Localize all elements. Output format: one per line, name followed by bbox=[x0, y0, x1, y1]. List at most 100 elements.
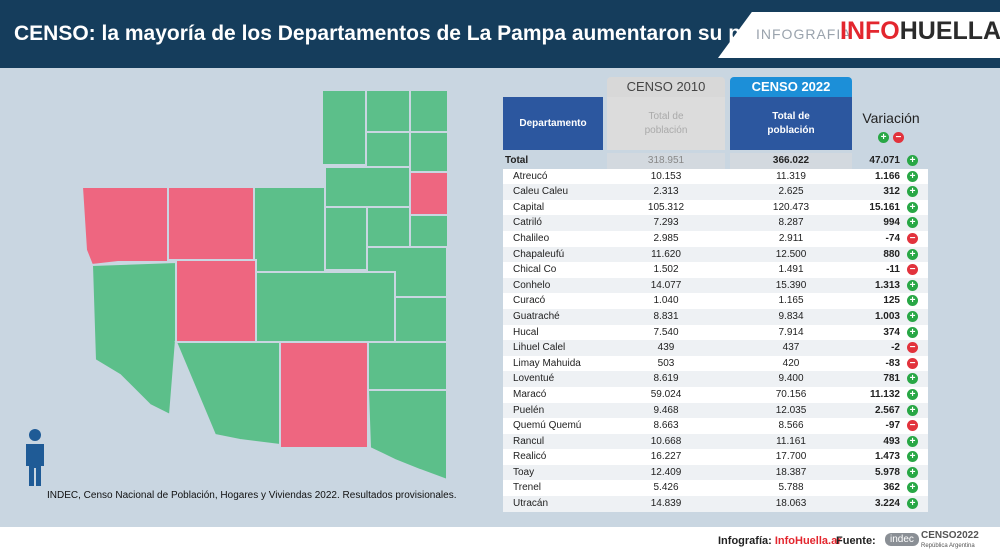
censo-2010-value: 105.312 bbox=[647, 201, 685, 213]
plus-icon: + bbox=[907, 170, 918, 182]
minus-icon: − bbox=[892, 131, 904, 143]
censo-2022-value: 7.914 bbox=[778, 326, 804, 338]
variation-value: 1.166 bbox=[874, 170, 900, 182]
censo-2010-value: 8.831 bbox=[653, 310, 679, 322]
dept-limay-mahuida bbox=[175, 259, 257, 343]
table-row: Hucal 7.540 7.914 374 + bbox=[503, 324, 928, 341]
censo-2022-value: 9.400 bbox=[778, 373, 804, 385]
censo-2022-value: 8.287 bbox=[778, 217, 804, 229]
variation-value: 11.132 bbox=[869, 388, 900, 400]
fuente-label: Fuente: bbox=[836, 535, 876, 547]
plus-icon: + bbox=[907, 466, 918, 478]
dept-north-3 bbox=[409, 89, 449, 133]
header-bar: CENSO: la mayoría de los Departamentos d… bbox=[0, 0, 1000, 68]
censo-2022-header: CENSO 2022 bbox=[730, 77, 852, 97]
variation-value: 994 bbox=[883, 217, 900, 229]
censo-2022-value: 8.566 bbox=[778, 420, 804, 432]
censo2022-logo: CENSO2022 República Argentina bbox=[921, 530, 979, 550]
variation-value: 5.978 bbox=[874, 466, 900, 478]
variation-value: 125 bbox=[883, 295, 900, 307]
table-row: Capital 105.312 120.473 15.161 + bbox=[503, 199, 928, 216]
dept-name: Utracán bbox=[513, 498, 549, 510]
censo-2022-value: 17.700 bbox=[775, 451, 807, 463]
plus-icon: + bbox=[907, 451, 918, 463]
plus-icon: + bbox=[907, 482, 918, 494]
censo-2022-value: 12.500 bbox=[775, 248, 807, 260]
censo-2022-value: 1.165 bbox=[778, 295, 804, 307]
la-pampa-map bbox=[80, 89, 449, 482]
table-row: Realicó 16.227 17.700 1.473 + bbox=[503, 449, 928, 465]
censo-2010-value: 503 bbox=[657, 357, 675, 369]
censo-2010-value: 8.619 bbox=[653, 373, 679, 385]
censo-2022-value: 120.473 bbox=[772, 201, 810, 213]
censo-2022-value: 1.491 bbox=[778, 264, 804, 276]
censo-2010-value: 12.409 bbox=[650, 466, 682, 478]
infografia-credit: Infografía: InfoHuella.ar bbox=[718, 535, 842, 547]
dept-name: Chapaleufú bbox=[513, 248, 565, 260]
plus-icon: + bbox=[907, 498, 918, 510]
censo-2022-value: 15.390 bbox=[775, 279, 807, 291]
dept-name: Puelén bbox=[513, 404, 545, 416]
variation-value: 1.313 bbox=[874, 279, 900, 291]
censo-2010-value: 16.227 bbox=[650, 451, 682, 463]
page-title: CENSO: la mayoría de los Departamentos d… bbox=[14, 22, 828, 45]
table-row: Curacó 1.040 1.165 125 + bbox=[503, 293, 928, 309]
table-row: Atreucó 10.153 11.319 1.166 + bbox=[503, 168, 928, 185]
plus-icon: + bbox=[907, 155, 918, 166]
plus-icon: + bbox=[907, 435, 918, 447]
dept-loventue bbox=[253, 186, 326, 273]
plus-icon: + bbox=[907, 248, 918, 260]
dept-chalileo bbox=[167, 186, 255, 261]
table-row: Chapaleufú 11.620 12.500 880 + bbox=[503, 246, 928, 263]
dept-mid-1 bbox=[324, 166, 411, 208]
table-row: Utracán 14.839 18.063 3.224 + bbox=[503, 496, 928, 512]
censo-2010-value: 5.426 bbox=[653, 482, 679, 494]
dept-name: Conhelo bbox=[513, 279, 551, 291]
variation-value: -74 bbox=[885, 232, 900, 244]
plus-icon: + bbox=[907, 310, 918, 322]
censo-2010-value: 9.468 bbox=[653, 404, 679, 416]
table-row: Rancul 10.668 11.161 493 + bbox=[503, 433, 928, 450]
plus-icon: + bbox=[907, 373, 918, 385]
table-row: Trenel 5.426 5.788 362 + bbox=[503, 480, 928, 497]
dept-north-4 bbox=[365, 131, 411, 168]
censo-2010-value: 2.985 bbox=[653, 232, 679, 244]
table-row: Lihuel Calel 439 437 -2− bbox=[503, 340, 928, 356]
dept-mid-6 bbox=[394, 296, 448, 343]
dept-name: Trenel bbox=[513, 482, 541, 494]
dept-name: Realicó bbox=[513, 451, 547, 463]
variation-value: -97 bbox=[885, 420, 900, 432]
censo-2022-value: 2.911 bbox=[778, 232, 804, 244]
censo-2010-value: 7.540 bbox=[653, 326, 679, 338]
dept-mid-3 bbox=[366, 206, 411, 248]
dept-name: Atreucó bbox=[513, 170, 548, 182]
variation-value: 362 bbox=[883, 482, 900, 494]
table-row: Chalileo 2.985 2.911 -74− bbox=[503, 230, 928, 247]
censo-2022-value: 18.387 bbox=[775, 466, 807, 478]
dept-chical-co bbox=[80, 186, 169, 267]
dept-name: Hucal bbox=[513, 326, 539, 338]
dept-north-5 bbox=[409, 131, 449, 173]
variation-value: 2.567 bbox=[874, 404, 900, 416]
dept-north-2 bbox=[365, 89, 411, 133]
person-icon bbox=[26, 429, 44, 486]
table-row-total: Total 318.951 366.022 47.071 + bbox=[503, 153, 928, 169]
dept-curaco bbox=[174, 341, 281, 447]
censo-2010-value: 7.293 bbox=[653, 217, 679, 229]
censo-2010-header: CENSO 2010 bbox=[607, 77, 725, 97]
dept-lihuel-calel bbox=[279, 341, 369, 449]
variation-value: 374 bbox=[883, 326, 900, 338]
plus-icon: + bbox=[907, 186, 918, 198]
plus-icon: + bbox=[907, 217, 918, 229]
dept-name: Toay bbox=[513, 466, 535, 478]
censo-2010-value: 439 bbox=[657, 342, 675, 354]
variation-value: -11 bbox=[886, 264, 900, 276]
censo-2010-value: 14.077 bbox=[650, 279, 682, 291]
departamento-header: Departamento bbox=[503, 97, 603, 150]
table-row: Conhelo 14.077 15.390 1.313 + bbox=[503, 277, 928, 294]
dept-name: Limay Mahuida bbox=[513, 357, 581, 369]
infohuella-logo[interactable]: INFOGRAFIA INFOHUELLAar bbox=[718, 12, 1000, 58]
dept-name: Maracó bbox=[513, 388, 547, 400]
dept-toay bbox=[255, 271, 396, 343]
table-row: Maracó 59.024 70.156 11.132 + bbox=[503, 386, 928, 403]
